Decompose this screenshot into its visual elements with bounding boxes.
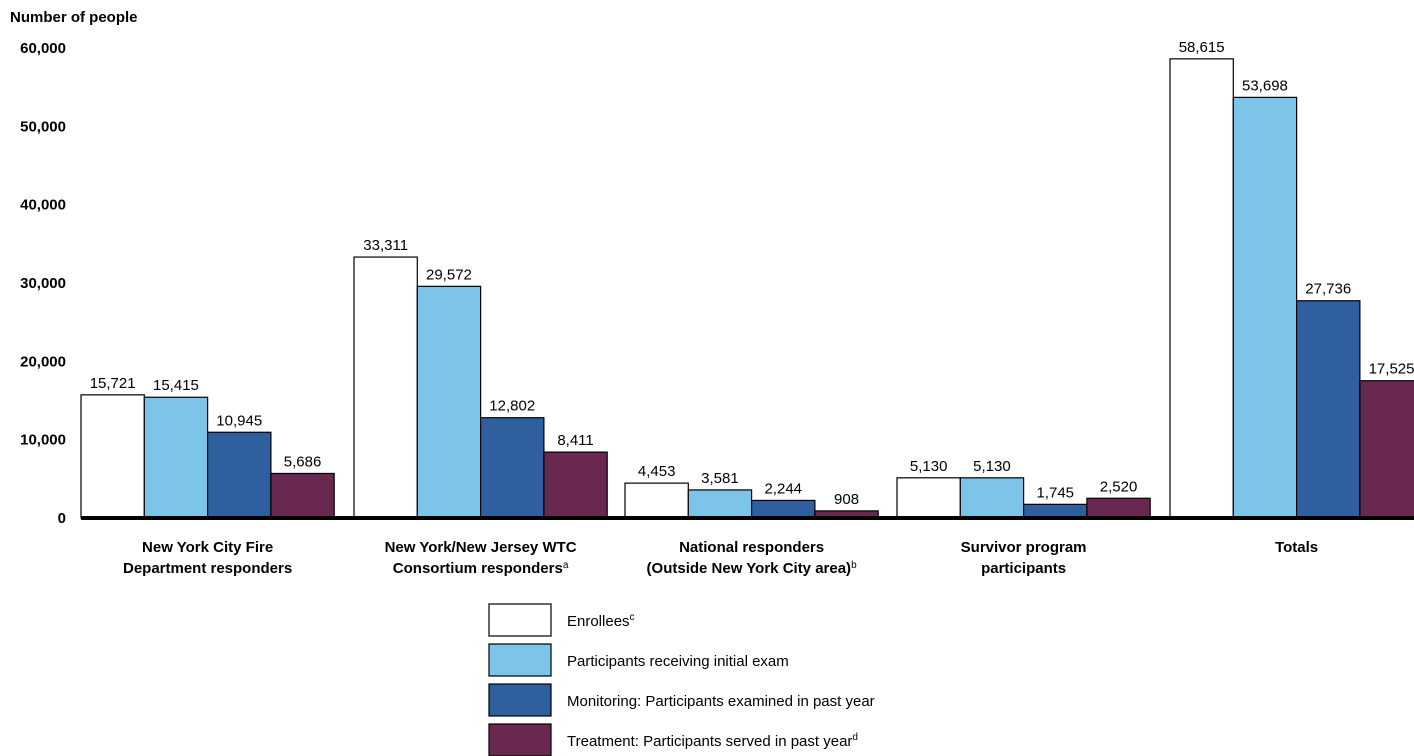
bar <box>688 490 751 518</box>
category-label: New York/New Jersey WTC <box>385 539 577 556</box>
data-label: 33,311 <box>363 237 408 254</box>
legend-label-text: Monitoring: Participants examined in pas… <box>567 693 875 710</box>
data-label: 5,130 <box>973 458 1011 475</box>
bar <box>1087 498 1150 518</box>
category-footnote-marker: a <box>563 560 569 571</box>
legend-label: Monitoring: Participants examined in pas… <box>567 693 875 710</box>
data-label: 8,411 <box>557 432 593 449</box>
legend-label-text: Enrollees <box>567 613 630 630</box>
data-label: 908 <box>834 491 859 508</box>
y-tick-label: 50,000 <box>20 118 66 135</box>
category-footnote-marker: b <box>851 560 857 571</box>
bar <box>1170 59 1233 518</box>
category-label: Consortium respondersa <box>393 560 569 577</box>
data-label: 10,945 <box>216 412 262 429</box>
legend-footnote-marker: d <box>852 732 858 743</box>
category-label: National responders <box>679 539 824 556</box>
y-axis-title: Number of people <box>10 9 138 26</box>
bar <box>960 478 1023 518</box>
category-labels: New York City Fire Department responders N… <box>123 539 1318 577</box>
data-label: 2,520 <box>1100 478 1138 495</box>
bar <box>81 395 144 518</box>
bar <box>208 432 271 518</box>
bar <box>271 473 334 518</box>
data-label: 1,745 <box>1036 484 1074 501</box>
legend: Enrolleesc Participants receiving initial… <box>489 604 875 756</box>
bar <box>1297 301 1360 518</box>
data-label: 5,686 <box>284 453 322 470</box>
data-label: 4,453 <box>638 463 676 480</box>
data-label: 29,572 <box>426 266 472 283</box>
data-label: 15,721 <box>90 375 136 392</box>
category-label-text: Totals <box>1275 539 1318 556</box>
category-label-text: Department responders <box>123 560 292 577</box>
data-label: 2,244 <box>764 480 802 497</box>
y-tick-label: 60,000 <box>20 40 66 57</box>
y-tick-label: 40,000 <box>20 197 66 214</box>
data-label: 5,130 <box>910 458 948 475</box>
y-tick-label: 0 <box>58 510 66 527</box>
bar <box>897 478 960 518</box>
bar <box>625 483 688 518</box>
legend-swatch <box>489 644 551 676</box>
data-label: 15,415 <box>153 377 199 394</box>
bars <box>81 59 1414 518</box>
legend-label: Enrolleesc <box>567 612 635 630</box>
data-label: 58,615 <box>1179 39 1225 56</box>
y-tick-label: 20,000 <box>20 353 66 370</box>
category-label: participants <box>981 560 1066 577</box>
bar <box>1233 97 1296 518</box>
bar <box>752 500 815 518</box>
legend-swatch <box>489 724 551 756</box>
bar <box>544 452 607 518</box>
legend-footnote-marker: c <box>630 612 635 623</box>
y-axis-ticks: 0 10,000 20,000 30,000 40,000 50,000 60,000 <box>20 40 66 527</box>
category-label-text: New York City Fire <box>142 539 273 556</box>
data-label: 12,802 <box>489 398 535 415</box>
bar <box>1024 504 1087 518</box>
legend-label: Participants receiving initial exam <box>567 653 789 670</box>
category-label: Department responders <box>123 560 292 577</box>
data-label: 17,525 <box>1369 361 1414 378</box>
category-label: Totals <box>1275 539 1318 556</box>
category-label-text: Consortium responders <box>393 560 563 577</box>
y-tick-label: 10,000 <box>20 432 66 449</box>
category-label-text: Survivor program <box>961 539 1087 556</box>
category-label: Survivor program <box>961 539 1087 556</box>
category-label-text: participants <box>981 560 1066 577</box>
data-label: 3,581 <box>701 470 739 487</box>
legend-label-text: Treatment: Participants served in past y… <box>567 733 852 750</box>
bar <box>354 257 417 518</box>
legend-swatch <box>489 604 551 636</box>
bar <box>1360 381 1414 518</box>
category-label: (Outside New York City area)b <box>647 560 858 577</box>
legend-label: Treatment: Participants served in past y… <box>567 732 858 750</box>
bar <box>144 397 207 518</box>
category-label-text: (Outside New York City area) <box>647 560 852 577</box>
data-label: 53,698 <box>1242 77 1288 94</box>
category-label: New York City Fire <box>142 539 273 556</box>
bar <box>481 418 544 518</box>
y-tick-label: 30,000 <box>20 275 66 292</box>
category-label-text: New York/New Jersey WTC <box>385 539 577 556</box>
legend-label-text: Participants receiving initial exam <box>567 653 789 670</box>
legend-swatch <box>489 684 551 716</box>
bar <box>417 286 480 518</box>
category-label-text: National responders <box>679 539 824 556</box>
data-label: 27,736 <box>1305 281 1351 298</box>
